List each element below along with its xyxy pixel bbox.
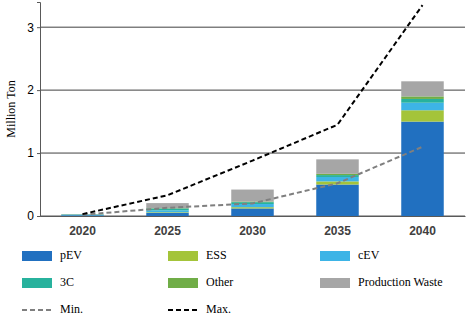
x-axis: 2020 2025 2030 2035 2040 bbox=[41, 216, 466, 238]
x-tick-label: 2025 bbox=[154, 224, 181, 238]
y-tick: 1 bbox=[27, 146, 40, 160]
bar-series bbox=[146, 110, 444, 213]
y-tick-label: 3 bbox=[27, 21, 34, 35]
legend-swatch bbox=[22, 251, 52, 261]
legend-item: cEV bbox=[320, 248, 380, 262]
legend-label: 3C bbox=[60, 275, 74, 289]
legend-swatch bbox=[168, 309, 198, 311]
legend-label: Max. bbox=[206, 302, 231, 316]
line bbox=[83, 5, 423, 214]
y-tick: 0 bbox=[27, 209, 40, 223]
legend-item: Production Waste bbox=[320, 275, 442, 289]
legend-swatch bbox=[22, 278, 52, 288]
x-tick-label: 2030 bbox=[239, 224, 266, 238]
bar-series bbox=[146, 96, 444, 208]
y-axis: 0 1 2 3 bbox=[27, 3, 40, 224]
bar bbox=[231, 207, 274, 208]
x-tick: 2035 bbox=[324, 216, 351, 238]
bar bbox=[316, 174, 359, 175]
bar bbox=[61, 215, 104, 216]
y-tick: 3 bbox=[27, 21, 40, 35]
bar bbox=[401, 110, 444, 121]
x-tick-label: 2035 bbox=[324, 224, 351, 238]
bar bbox=[146, 208, 189, 210]
x-tick: 2030 bbox=[239, 216, 266, 238]
grid-line bbox=[40, 27, 465, 28]
bar bbox=[401, 122, 444, 216]
legend-item: ESS bbox=[168, 248, 227, 262]
x-tick-label: 2040 bbox=[409, 224, 436, 238]
bar bbox=[401, 81, 444, 96]
y-tick-mark bbox=[37, 27, 40, 28]
y-tick-mark bbox=[37, 90, 40, 91]
bar bbox=[61, 215, 104, 216]
legend-swatch bbox=[320, 278, 350, 288]
x-tick: 2025 bbox=[154, 216, 181, 238]
bar bbox=[146, 213, 189, 216]
y-axis-line bbox=[37, 3, 41, 217]
legend-label: pEV bbox=[60, 248, 82, 262]
y-tick-label: 1 bbox=[27, 146, 34, 160]
legend-item: Min. bbox=[22, 302, 83, 316]
legend-label: Production Waste bbox=[358, 275, 442, 289]
bar bbox=[316, 185, 359, 216]
legend: pEV ESS cEV 3C Other Production Waste Min. Max. bbox=[22, 248, 442, 316]
x-axis-line bbox=[41, 216, 466, 217]
legend-item: Other bbox=[168, 275, 233, 289]
marks bbox=[61, 5, 444, 216]
legend-label: Min. bbox=[60, 302, 83, 316]
bar bbox=[146, 210, 189, 212]
legend-item: pEV bbox=[22, 248, 82, 262]
y-tick-mark bbox=[37, 153, 40, 154]
chart: 0 1 2 3 Million Ton 2020 2025 2030 2035 2040 pEV ES… bbox=[0, 0, 474, 325]
legend-item: 3C bbox=[22, 275, 74, 289]
x-tick: 2020 bbox=[69, 216, 96, 238]
y-tick-label: 0 bbox=[27, 209, 34, 223]
bar bbox=[316, 159, 359, 173]
legend-label: Other bbox=[206, 275, 233, 289]
y-axis-title: Million Ton bbox=[4, 80, 18, 137]
legend-swatch bbox=[22, 309, 52, 311]
bar-series bbox=[61, 99, 444, 215]
x-tick: 2040 bbox=[409, 216, 436, 238]
bar bbox=[401, 103, 444, 111]
x-tick-label: 2020 bbox=[69, 224, 96, 238]
bar-series bbox=[61, 103, 444, 216]
y-tick-label: 2 bbox=[27, 83, 34, 97]
legend-swatch bbox=[320, 251, 350, 261]
grid bbox=[40, 27, 465, 216]
legend-swatch bbox=[168, 251, 198, 261]
legend-item: Max. bbox=[168, 302, 231, 316]
bar bbox=[61, 215, 104, 216]
legend-label: ESS bbox=[206, 248, 227, 262]
legend-swatch bbox=[168, 278, 198, 288]
bar bbox=[231, 208, 274, 216]
legend-label: cEV bbox=[358, 248, 380, 262]
bar-series bbox=[61, 122, 444, 216]
bar-series bbox=[61, 81, 444, 214]
bar bbox=[401, 99, 444, 103]
line bbox=[83, 147, 423, 215]
bar bbox=[401, 96, 444, 99]
y-tick: 2 bbox=[27, 83, 40, 97]
y-tick-mark bbox=[37, 216, 40, 217]
